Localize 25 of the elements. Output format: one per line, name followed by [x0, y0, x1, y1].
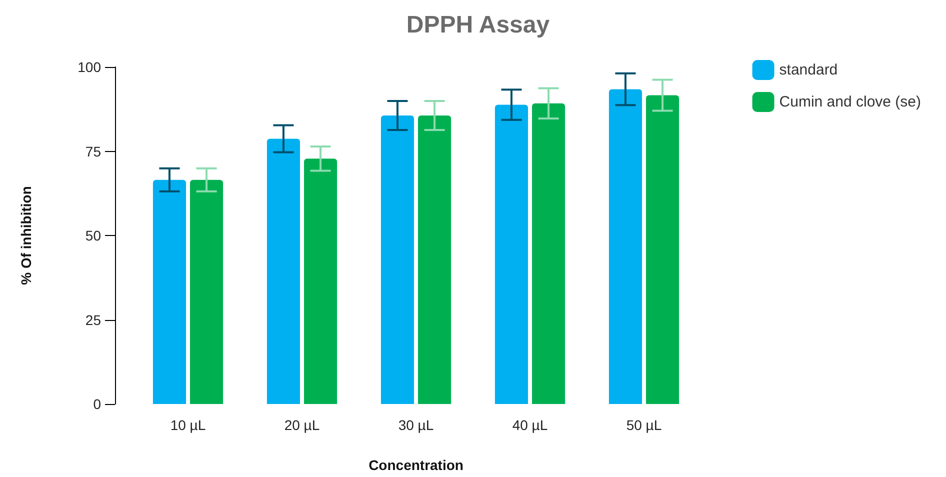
legend-label: standard: [779, 62, 838, 78]
bar: [646, 95, 680, 404]
x-axis-title: Concentration: [368, 457, 464, 473]
y-tick-label: 100: [78, 59, 102, 75]
x-tick-label: 10 µL: [170, 417, 206, 433]
x-tick-label: 50 µL: [626, 417, 662, 433]
y-tick-label: 25: [85, 312, 102, 328]
bar: [152, 180, 186, 404]
bar: [380, 116, 414, 404]
bar: [608, 89, 642, 404]
y-tick-label: 50: [85, 228, 102, 244]
y-tick-label: 75: [85, 143, 102, 160]
bar: [494, 104, 528, 404]
bar: [304, 158, 338, 404]
bar: [266, 138, 300, 404]
y-axis-title: % Of inhibition: [18, 186, 34, 285]
bar: [190, 180, 224, 404]
x-tick-label: 40 µL: [512, 417, 548, 433]
legend-label: Cumin and clove (se): [779, 94, 922, 110]
x-tick-label: 30 µL: [398, 417, 434, 433]
y-tick-label: 0: [93, 396, 102, 412]
x-tick-label: 20 µL: [284, 417, 320, 433]
bar: [418, 116, 452, 404]
bar: [532, 103, 566, 404]
chart-title: DPPH Assay: [406, 12, 550, 38]
